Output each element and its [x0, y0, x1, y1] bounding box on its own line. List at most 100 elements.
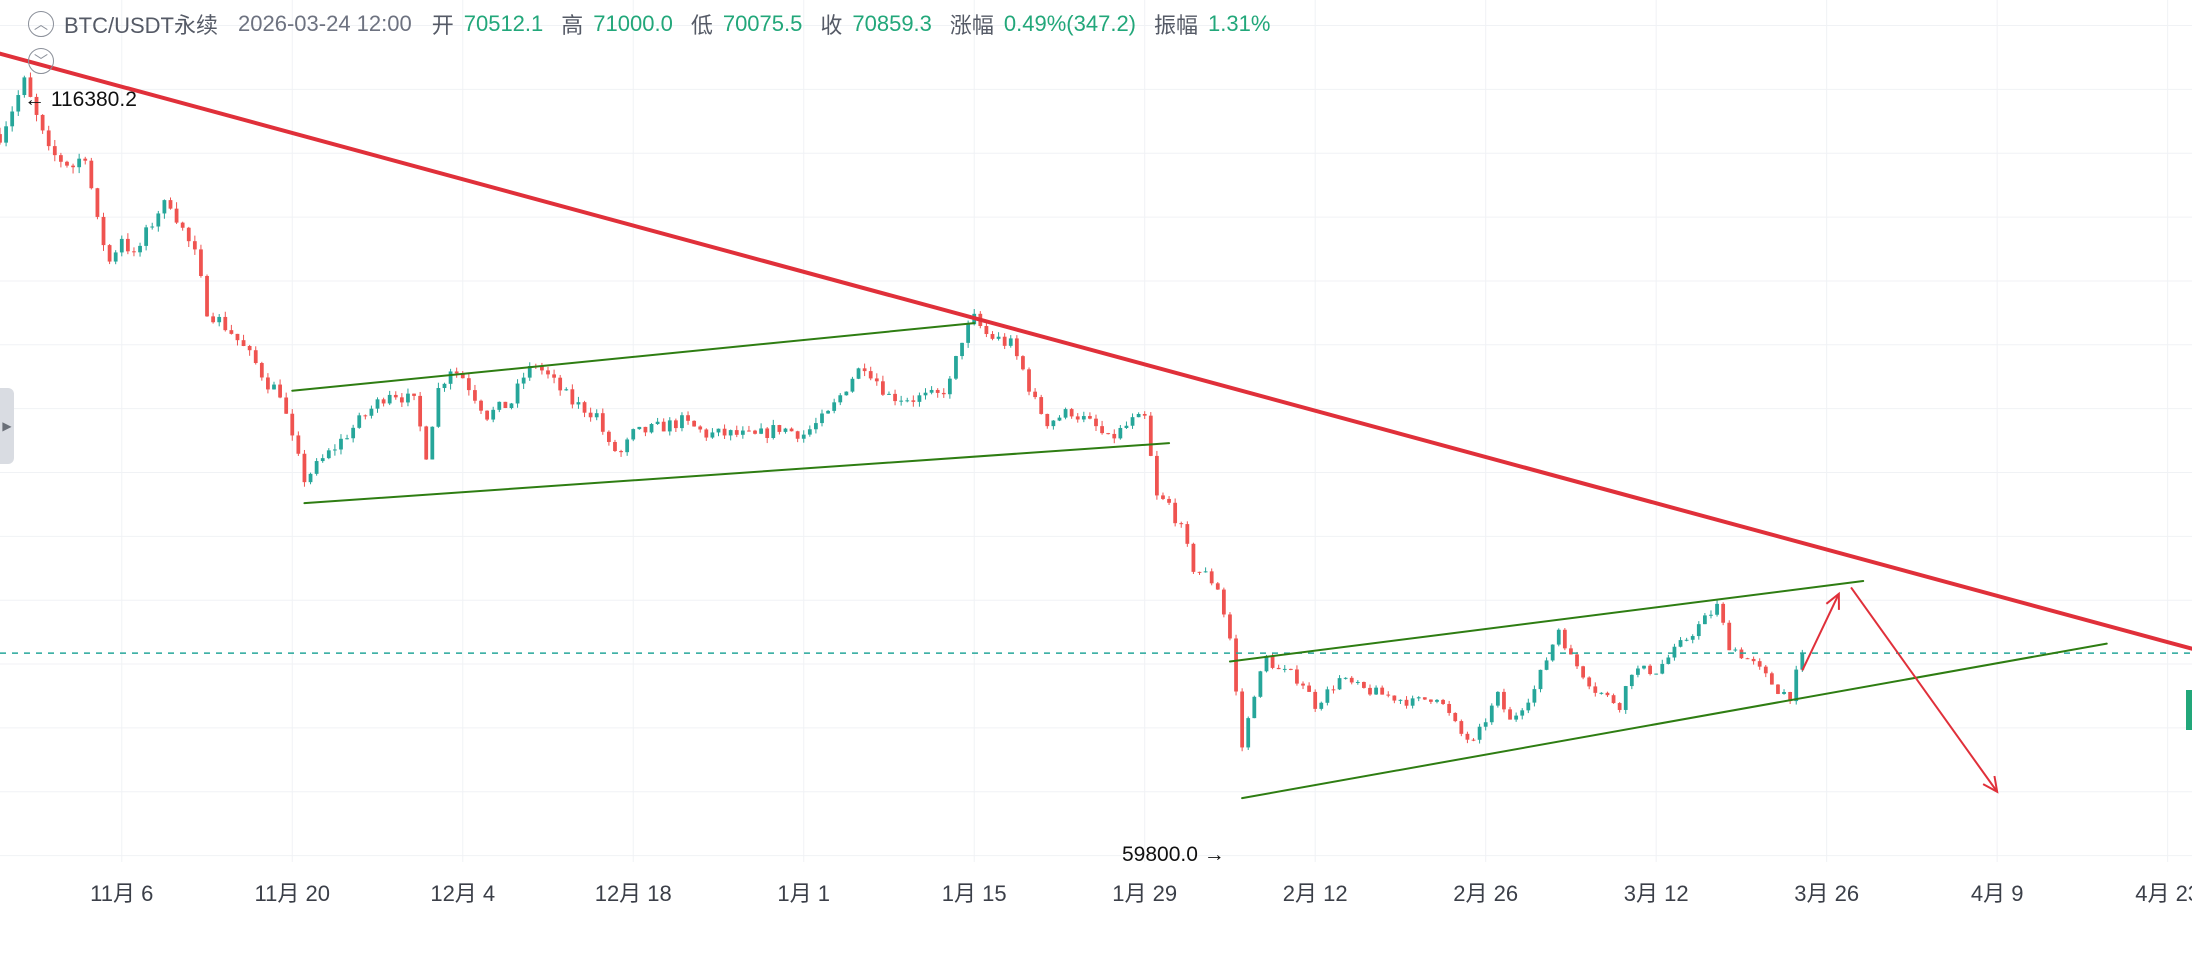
- candle-body: [1617, 703, 1622, 710]
- candle-body: [716, 428, 721, 433]
- candle-body: [820, 413, 824, 424]
- candle-body: [1709, 614, 1713, 616]
- candle-body: [1447, 703, 1452, 713]
- candle-body: [893, 393, 897, 402]
- candle-body: [95, 188, 100, 217]
- candle-body: [1757, 661, 1762, 667]
- candle-body: [1556, 629, 1561, 645]
- candle-body: [1270, 655, 1275, 668]
- candle-body: [1569, 648, 1573, 655]
- candle-body: [1234, 638, 1238, 692]
- candle-body: [1313, 691, 1318, 709]
- chart-grid: [0, 0, 2192, 862]
- candle-body: [174, 208, 179, 223]
- high-label: 高: [561, 13, 584, 38]
- candle-body: [1459, 721, 1464, 734]
- candle-body: [1642, 665, 1646, 669]
- candle-body: [1063, 409, 1068, 418]
- candle-body: [235, 333, 240, 341]
- sidebar-toggle-button[interactable]: ▶: [0, 388, 14, 464]
- candle-body: [1288, 668, 1293, 670]
- x-tick-label: 4月 9: [1970, 881, 2024, 906]
- candle-body: [4, 126, 8, 143]
- candle-body: [1429, 699, 1433, 702]
- candle-body: [1355, 681, 1360, 683]
- candle-body: [119, 238, 124, 253]
- candle-body: [1593, 686, 1598, 693]
- collapse-icon[interactable]: ︿: [28, 11, 54, 37]
- change-value: 0.49%(347.2): [1003, 11, 1137, 36]
- candle-body: [1483, 722, 1488, 727]
- high-value: 71000.0: [593, 11, 673, 36]
- candle-body: [320, 458, 325, 462]
- candle-body: [1173, 502, 1178, 524]
- candle-body: [1520, 710, 1525, 716]
- candle-body: [1124, 425, 1129, 428]
- candle-body: [984, 325, 989, 335]
- candle-body: [637, 426, 642, 430]
- candle-body: [1240, 691, 1245, 748]
- ohlc-header: ︿ BTC/USDT永续 2026-03-24 12:00 开 70512.1 …: [28, 8, 1278, 40]
- candle-body: [412, 393, 416, 396]
- candle-body: [150, 226, 155, 228]
- candle-body: [1739, 649, 1744, 659]
- candle-body: [862, 368, 867, 372]
- channel-1-upper-line: [291, 322, 976, 392]
- candle-body: [1349, 677, 1354, 683]
- candle-body: [1075, 416, 1080, 420]
- candle-body: [899, 400, 904, 402]
- open-label: 开: [431, 13, 454, 38]
- candle-body: [607, 431, 611, 442]
- candle-body: [1721, 603, 1726, 623]
- candle-body: [814, 423, 818, 430]
- candle-body: [789, 428, 794, 432]
- candle-body: [552, 374, 556, 378]
- candle-body: [1142, 413, 1147, 416]
- candle-body: [16, 95, 21, 112]
- candle-body: [887, 393, 891, 395]
- candle-body: [1660, 663, 1665, 674]
- candle-body: [387, 394, 392, 404]
- candle-body: [728, 430, 733, 436]
- candle-body: [1465, 733, 1470, 740]
- candle-body: [954, 356, 958, 379]
- candle-body: [1228, 614, 1232, 639]
- candle-body: [1069, 409, 1074, 417]
- candle-body: [211, 316, 215, 323]
- candle-body: [284, 397, 289, 414]
- candle-body: [1088, 416, 1092, 419]
- candle-body: [314, 461, 319, 474]
- projection-arrow-up: [1801, 593, 1840, 671]
- x-tick-label: 11月 6: [90, 881, 154, 906]
- candle-body: [241, 340, 246, 347]
- candle-body: [83, 158, 88, 161]
- candle-body: [1502, 691, 1506, 710]
- candle-body: [1410, 698, 1415, 706]
- candle-body: [1215, 583, 1220, 590]
- expand-icon[interactable]: ﹀: [28, 48, 54, 74]
- channel-1-lower-line: [303, 442, 1171, 505]
- candle-body: [1167, 498, 1171, 503]
- candle-body: [77, 158, 82, 168]
- candle-body: [272, 384, 276, 390]
- candle-body: [259, 363, 264, 378]
- candle-body: [1246, 718, 1251, 748]
- candle-body: [1264, 655, 1269, 672]
- candle-body: [1057, 417, 1062, 421]
- candle-body: [692, 420, 697, 427]
- candle-body: [351, 427, 356, 439]
- candle-body: [1416, 697, 1421, 699]
- candle-body: [1203, 571, 1208, 573]
- candle-body: [1763, 666, 1768, 674]
- candle-body: [205, 275, 209, 317]
- candle-body: [1130, 417, 1135, 426]
- candle-body: [217, 316, 222, 323]
- low-label: 低: [690, 13, 713, 38]
- candle-body: [850, 378, 855, 392]
- candle-body: [747, 430, 751, 432]
- candle-body: [290, 413, 295, 436]
- candle-body: [28, 77, 33, 97]
- candle-body: [619, 451, 623, 453]
- candle-body: [247, 346, 252, 351]
